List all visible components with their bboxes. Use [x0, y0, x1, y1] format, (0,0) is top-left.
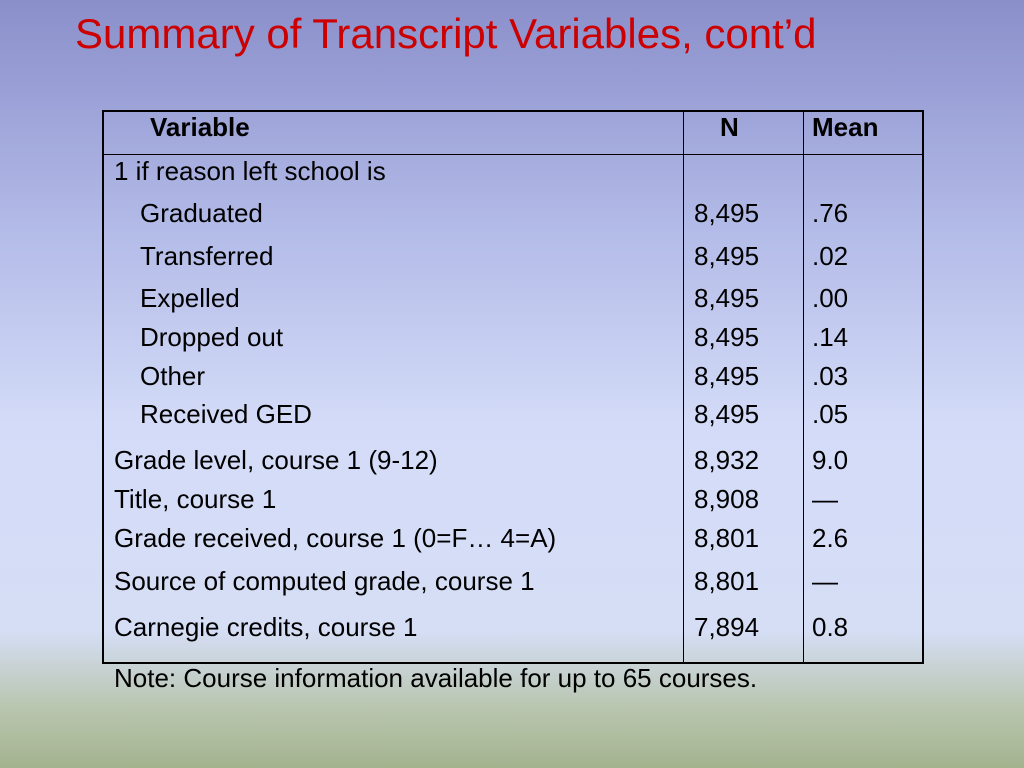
- cell-variable: Graduated: [140, 198, 263, 228]
- slide-title: Summary of Transcript Variables, cont’d: [75, 10, 817, 57]
- cell-mean: 9.0: [812, 445, 849, 475]
- cell-variable: Grade level, course 1 (9-12): [114, 445, 438, 475]
- column-divider: [803, 112, 804, 662]
- cell-variable: Carnegie credits, course 1: [114, 612, 418, 642]
- cell-mean: 0.8: [812, 612, 849, 642]
- cell-variable: Dropped out: [140, 322, 284, 352]
- cell-mean: —: [812, 484, 838, 514]
- cell-n: 8,495: [694, 399, 760, 429]
- cell-n: 8,495: [694, 198, 760, 228]
- cell-variable: Transferred: [140, 241, 274, 271]
- cell-mean: .76: [812, 198, 849, 228]
- group-label: 1 if reason left school is: [114, 156, 386, 186]
- cell-mean: 2.6: [812, 523, 849, 553]
- cell-mean: .05: [812, 399, 849, 429]
- cell-n: 8,908: [694, 484, 760, 514]
- cell-mean: —: [812, 566, 838, 596]
- cell-variable: Other: [140, 361, 206, 391]
- cell-n: 8,495: [694, 322, 760, 352]
- header-mean: Mean: [812, 112, 879, 142]
- column-divider: [683, 112, 684, 662]
- cell-variable: Source of computed grade, course 1: [114, 566, 535, 596]
- table-frame: [102, 110, 924, 664]
- cell-n: 8,495: [694, 241, 760, 271]
- cell-n: 8,801: [694, 523, 760, 553]
- cell-mean: .02: [812, 241, 849, 271]
- header-variable: Variable: [150, 112, 250, 142]
- cell-variable: Title, course 1: [114, 484, 277, 514]
- cell-mean: .00: [812, 283, 849, 313]
- cell-variable: Received GED: [140, 399, 312, 429]
- header-n: N: [720, 112, 739, 142]
- cell-mean: .14: [812, 322, 849, 352]
- cell-n: 8,495: [694, 283, 760, 313]
- cell-n: 7,894: [694, 612, 760, 642]
- cell-n: 8,932: [694, 445, 760, 475]
- cell-n: 8,801: [694, 566, 760, 596]
- cell-n: 8,495: [694, 361, 760, 391]
- header-divider: [104, 154, 922, 155]
- cell-mean: .03: [812, 361, 849, 391]
- table-note: Note: Course information available for u…: [114, 663, 758, 693]
- cell-variable: Expelled: [140, 283, 240, 313]
- cell-variable: Grade received, course 1 (0=F… 4=A): [114, 523, 557, 553]
